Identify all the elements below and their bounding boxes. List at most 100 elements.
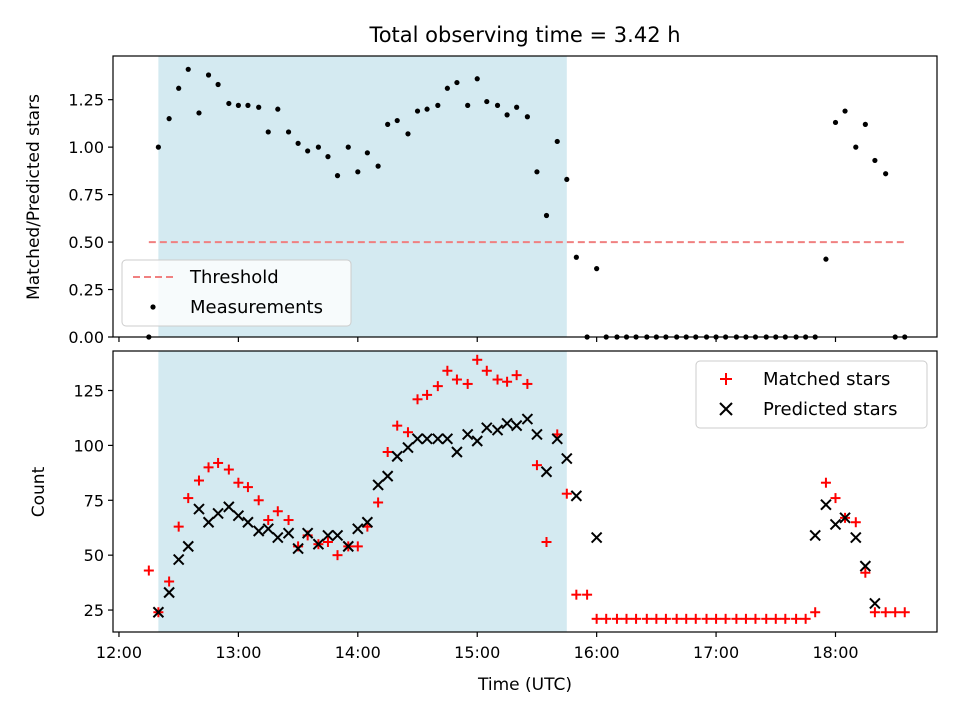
ratio-y-axis-label: Matched/Predicted stars <box>24 94 44 300</box>
predicted-legend-label: Predicted stars <box>763 399 897 420</box>
measurement-point <box>594 266 600 272</box>
y-tick-label: 75 <box>84 491 104 510</box>
ratio-panel-frame <box>112 55 938 338</box>
matched-star-marker <box>272 506 283 517</box>
matched-star-marker <box>641 613 652 624</box>
predicted-star-marker <box>372 479 384 491</box>
predicted-star-marker <box>441 433 454 445</box>
predicted-star-marker <box>342 540 354 553</box>
x-tick-label: 12:00 <box>96 643 142 662</box>
matched-star-marker <box>183 493 194 504</box>
matched-star-marker <box>571 589 582 600</box>
predicted-star-marker <box>172 553 185 566</box>
y-tick-label: 0.50 <box>68 233 104 252</box>
predicted-star-marker <box>829 518 842 531</box>
matched-star-marker <box>322 536 333 547</box>
matched-star-marker <box>472 354 483 365</box>
predicted-star-marker <box>361 516 374 528</box>
y-tick-label: 1.00 <box>68 138 104 157</box>
matched-star-marker <box>373 497 384 508</box>
matched-star-marker <box>899 607 910 618</box>
predicted-star-marker <box>850 531 862 544</box>
measurement-point <box>514 104 520 110</box>
matched-star-marker <box>731 613 742 624</box>
measurement-point <box>196 110 202 116</box>
count-y-axis-label: Count <box>29 466 49 517</box>
matched-star-marker <box>531 460 542 471</box>
measurement-point <box>385 121 391 127</box>
matched-star-marker <box>442 365 453 376</box>
measurement-point <box>176 85 182 91</box>
matched-star-marker <box>432 381 443 392</box>
ratio-x-ticks <box>118 337 837 342</box>
matched-star-marker <box>800 613 811 624</box>
measurement-point <box>554 138 560 145</box>
matched-star-marker <box>561 488 572 499</box>
measurement-point <box>155 144 161 150</box>
x-tick-label: 13:00 <box>215 643 261 662</box>
matched-star-marker <box>392 420 403 431</box>
predicted-star-marker <box>839 512 851 524</box>
matched-star-marker <box>611 613 622 624</box>
matched-star-marker <box>502 376 513 387</box>
matched-star-marker <box>631 613 642 624</box>
measurement-point <box>573 254 579 260</box>
predicted-star-marker <box>531 428 543 441</box>
predicted-star-marker <box>859 560 872 572</box>
matched-star-marker <box>263 515 274 526</box>
predicted-star-marker <box>232 509 245 522</box>
measurement-point <box>205 72 212 78</box>
measurement-point <box>245 102 251 108</box>
measurements-legend-label: Measurements <box>190 297 323 318</box>
predicted-star-marker <box>570 490 583 502</box>
predicted-star-marker <box>212 507 224 520</box>
measurement-point <box>275 106 281 112</box>
measurement-point <box>235 102 241 108</box>
count-legend-box <box>695 360 928 429</box>
matched-legend-swatch <box>720 373 732 385</box>
matched-star-marker <box>492 374 503 385</box>
measurement-point <box>315 144 322 150</box>
predicted-star-marker <box>402 441 414 454</box>
measurement-point <box>295 140 301 146</box>
ratio-y-ticks: 0.00 0.25 0.50 0.75 1.00 1.25 <box>68 91 113 347</box>
measurement-point <box>285 129 292 135</box>
y-tick-label: 0.00 <box>68 328 104 347</box>
predicted-stars-points <box>152 413 881 618</box>
measurement-point <box>474 76 480 82</box>
measurement-point <box>883 171 889 177</box>
measurement-point <box>215 81 221 88</box>
measurement-point <box>364 150 370 156</box>
predicted-star-marker <box>551 433 563 445</box>
measurement-point <box>504 112 510 118</box>
measurement-point <box>543 212 550 219</box>
matched-star-marker <box>651 613 662 624</box>
measurement-point <box>394 117 400 124</box>
measurement-point <box>345 144 351 150</box>
measurement-point <box>256 104 262 110</box>
x-tick-label: 16:00 <box>574 643 620 662</box>
matched-star-marker <box>780 613 791 624</box>
matched-star-marker <box>213 457 224 468</box>
y-tick-label: 100 <box>73 436 104 455</box>
measurement-point <box>265 129 271 135</box>
predicted-star-marker <box>252 525 265 537</box>
matched-star-marker <box>850 517 861 528</box>
predicted-star-marker <box>510 419 523 432</box>
ratio-legend-box <box>121 259 352 327</box>
matched-star-marker <box>740 613 751 624</box>
predicted-star-marker <box>501 417 513 430</box>
y-tick-label: 50 <box>84 546 104 565</box>
y-tick-label: 25 <box>84 601 104 620</box>
measurement-point <box>405 131 411 137</box>
measurement-point <box>435 102 441 108</box>
measurement-point <box>444 85 450 91</box>
matched-star-marker <box>352 541 363 552</box>
predicted-star-marker <box>381 470 394 482</box>
y-tick-label: 125 <box>73 382 104 401</box>
predicted-star-marker <box>521 413 534 425</box>
measurement-point <box>325 154 331 160</box>
count-y-ticks: 25 50 75 100 125 <box>73 382 113 620</box>
matched-star-marker <box>242 482 253 493</box>
